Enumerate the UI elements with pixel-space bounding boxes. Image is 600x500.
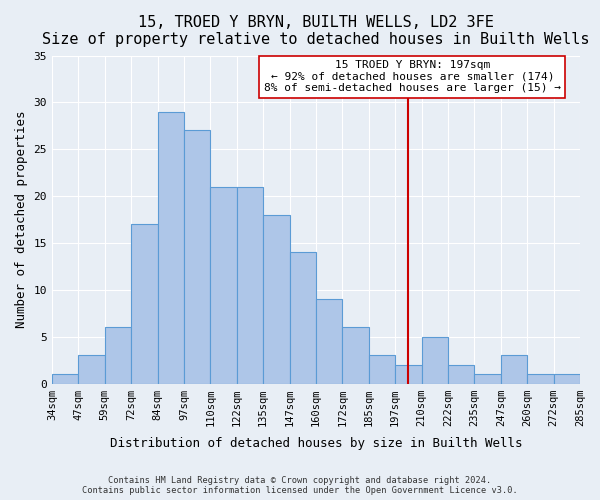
Bar	[448, 365, 475, 384]
Text: Contains HM Land Registry data © Crown copyright and database right 2024.
Contai: Contains HM Land Registry data © Crown c…	[82, 476, 518, 495]
Bar	[369, 356, 395, 384]
Bar	[422, 336, 448, 384]
Bar	[475, 374, 501, 384]
Text: 15 TROED Y BRYN: 197sqm
← 92% of detached houses are smaller (174)
8% of semi-de: 15 TROED Y BRYN: 197sqm ← 92% of detache…	[264, 60, 561, 94]
X-axis label: Distribution of detached houses by size in Builth Wells: Distribution of detached houses by size …	[110, 437, 522, 450]
Title: 15, TROED Y BRYN, BUILTH WELLS, LD2 3FE
Size of property relative to detached ho: 15, TROED Y BRYN, BUILTH WELLS, LD2 3FE …	[42, 15, 590, 48]
Bar	[52, 374, 79, 384]
Bar	[131, 224, 158, 384]
Bar	[501, 356, 527, 384]
Bar	[554, 374, 580, 384]
Bar	[237, 186, 263, 384]
Bar	[211, 186, 237, 384]
Bar	[184, 130, 211, 384]
Bar	[158, 112, 184, 384]
Bar	[105, 328, 131, 384]
Bar	[395, 365, 422, 384]
Bar	[316, 299, 343, 384]
Bar	[79, 356, 105, 384]
Bar	[343, 328, 369, 384]
Y-axis label: Number of detached properties: Number of detached properties	[15, 111, 28, 328]
Bar	[290, 252, 316, 384]
Bar	[263, 215, 290, 384]
Bar	[527, 374, 554, 384]
